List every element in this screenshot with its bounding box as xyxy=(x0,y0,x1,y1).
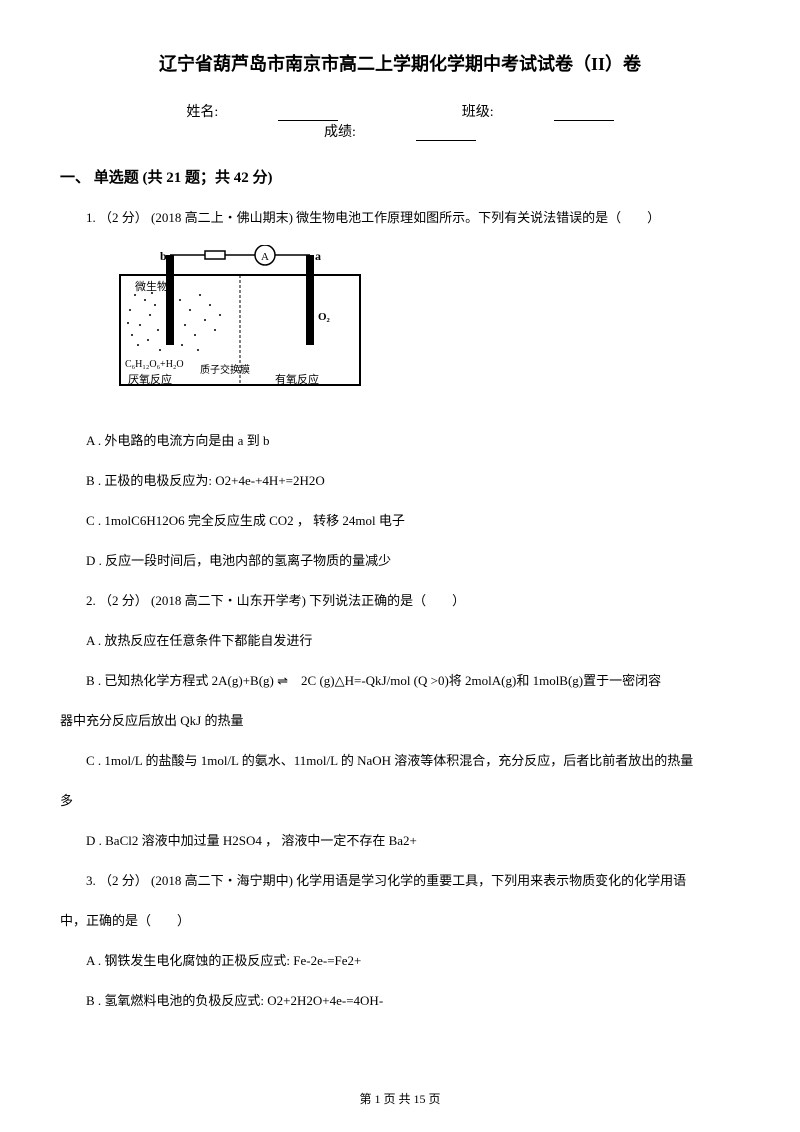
o2-label: O₂ xyxy=(318,311,331,323)
q2-option-c-cont: 多 xyxy=(60,788,740,814)
q2-option-a: A . 放热反应在任意条件下都能自发进行 xyxy=(60,628,740,654)
question-3-text-cont: 中，正确的是（ ） xyxy=(60,908,740,934)
question-1-diagram: A b a 微生物 O₂ C₆H₁₂O₆+H₂O 厌氧反应 质子交换膜 有氧反应 xyxy=(110,245,740,410)
page-footer: 第 1 页 共 15 页 xyxy=(0,1090,800,1107)
q2-option-c: C . 1mol/L 的盐酸与 1mol/L 的氨水、11mol/L 的 NaO… xyxy=(60,748,740,774)
header-fields: 姓名: 班级: 成绩: xyxy=(60,101,740,141)
anaerobic-label: 厌氧反应 xyxy=(128,372,172,386)
page-title: 辽宁省葫芦岛市南京市高二上学期化学期中考试试卷（II）卷 xyxy=(60,50,740,76)
aerobic-label: 有氧反应 xyxy=(275,372,319,386)
question-3-text: 3. （2 分） (2018 高二下・海宁期中) 化学用语是学习化学的重要工具，… xyxy=(60,868,740,894)
battery-diagram: A b a 微生物 O₂ C₆H₁₂O₆+H₂O 厌氧反应 质子交换膜 有氧反应 xyxy=(110,245,370,405)
name-field: 姓名: xyxy=(156,101,368,121)
q3-option-b: B . 氢氧燃料电池的负极反应式: O2+2H2O+4e-=4OH- xyxy=(60,988,740,1014)
q1-option-d: D . 反应一段时间后，电池内部的氢离子物质的量减少 xyxy=(60,548,740,574)
q1-option-c: C . 1molC6H12O6 完全反应生成 CO2 ， 转移 24mol 电子 xyxy=(60,508,740,534)
formula-label: C₆H₁₂O₆+H₂O xyxy=(125,359,184,370)
q1-option-b: B . 正极的电极反应为: O2+4e-+4H+=2H2O xyxy=(60,468,740,494)
microorganism-label: 微生物 xyxy=(135,279,168,293)
question-1-text: 1. （2 分） (2018 高二上・佛山期末) 微生物电池工作原理如图所示。下… xyxy=(60,205,740,231)
class-field: 班级: xyxy=(432,101,644,121)
score-field: 成绩: xyxy=(294,121,506,141)
q2-option-b: B . 已知热化学方程式 2A(g)+B(g) ⇌ 2C (g)△H=-QkJ/… xyxy=(60,668,740,694)
q3-option-a: A . 钢铁发生电化腐蚀的正极反应式: Fe-2e-=Fe2+ xyxy=(60,948,740,974)
electrode-a-label: a xyxy=(315,249,321,263)
membrane-label: 质子交换膜 xyxy=(200,363,250,376)
ammeter-label: A xyxy=(261,251,269,263)
electrode-b-label: b xyxy=(160,249,167,263)
q1-option-a: A . 外电路的电流方向是由 a 到 b xyxy=(60,428,740,454)
q2-option-d: D . BaCl2 溶液中加过量 H2SO4 ， 溶液中一定不存在 Ba2+ xyxy=(60,828,740,854)
question-2-text: 2. （2 分） (2018 高二下・山东开学考) 下列说法正确的是（ ） xyxy=(60,588,740,614)
q2-option-b-cont: 器中充分反应后放出 QkJ 的热量 xyxy=(60,708,740,734)
section-header: 一、 单选题 (共 21 题；共 42 分) xyxy=(60,166,740,187)
